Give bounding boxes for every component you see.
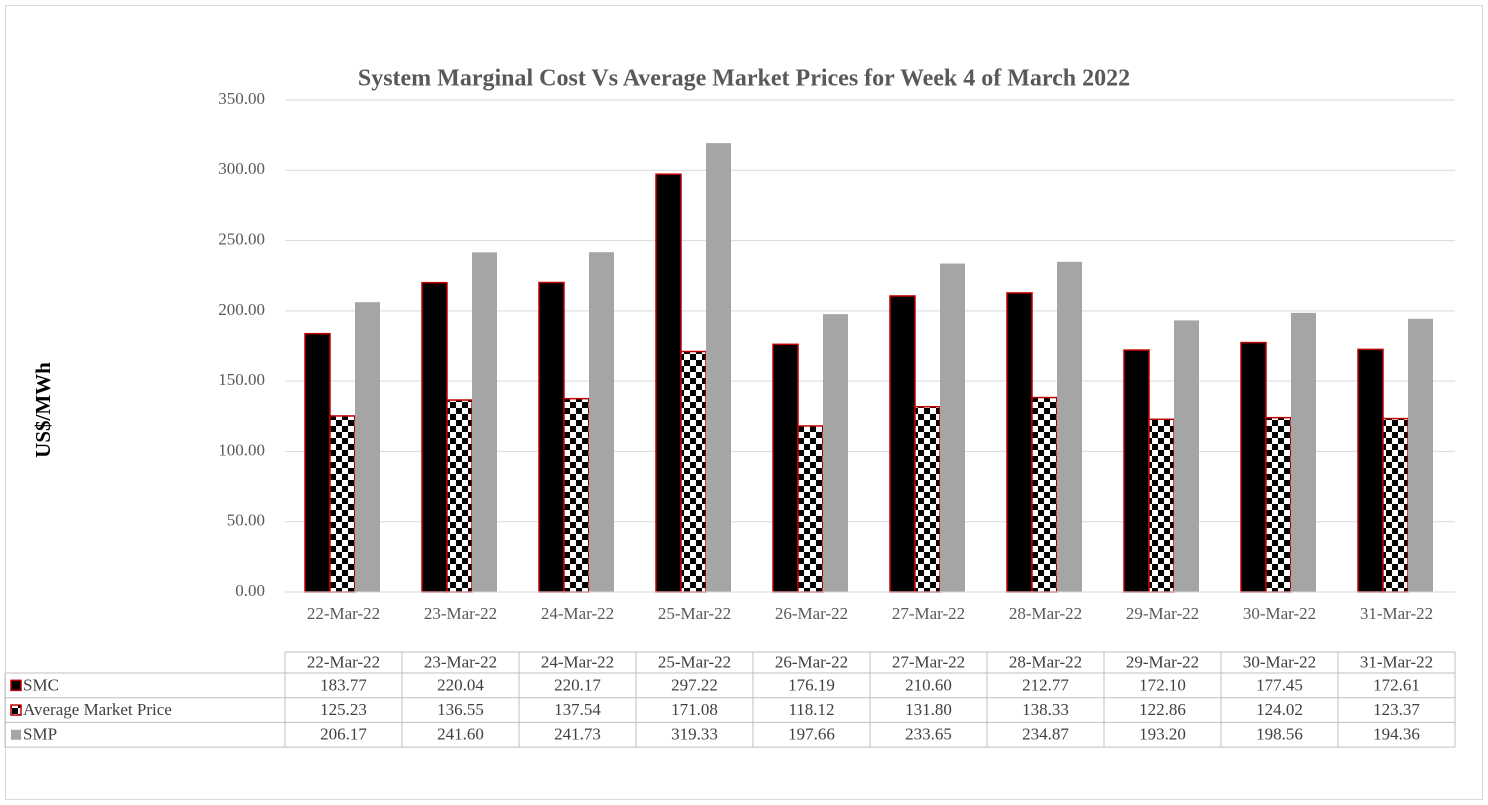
table-cell: 138.33 bbox=[1022, 700, 1069, 719]
x-tick-label: 28-Mar-22 bbox=[1009, 604, 1082, 623]
table-header: 22-Mar-22 bbox=[307, 652, 380, 671]
bar bbox=[329, 415, 356, 593]
legend-label: SMP bbox=[23, 725, 57, 744]
y-tick-label: 150.00 bbox=[218, 370, 265, 389]
legend-key bbox=[10, 679, 22, 692]
legend-label: SMC bbox=[23, 675, 59, 694]
bar bbox=[914, 405, 941, 593]
table-cell: 206.17 bbox=[320, 725, 367, 744]
x-tick-label: 25-Mar-22 bbox=[658, 604, 731, 623]
table-cell: 297.22 bbox=[671, 675, 718, 694]
bar bbox=[1174, 320, 1199, 592]
x-tick-label: 26-Mar-22 bbox=[775, 604, 848, 623]
bar bbox=[680, 350, 707, 593]
table-cell: 125.23 bbox=[320, 700, 367, 719]
table-cell: 233.65 bbox=[905, 725, 952, 744]
table-cell: 212.77 bbox=[1022, 675, 1069, 694]
bar bbox=[655, 173, 682, 593]
table-header: 26-Mar-22 bbox=[775, 652, 848, 671]
table-header: 31-Mar-22 bbox=[1360, 652, 1433, 671]
y-tick-label: 50.00 bbox=[227, 511, 265, 530]
bar bbox=[1265, 416, 1292, 593]
table-header: 28-Mar-22 bbox=[1009, 652, 1082, 671]
y-axis-label: US$/MWh bbox=[31, 362, 55, 458]
table-header: 23-Mar-22 bbox=[424, 652, 497, 671]
x-tick-label: 23-Mar-22 bbox=[424, 604, 497, 623]
y-tick-label: 250.00 bbox=[218, 229, 265, 248]
table-cell: 123.37 bbox=[1373, 700, 1420, 719]
bar bbox=[1382, 417, 1409, 593]
y-tick-label: 200.00 bbox=[218, 300, 265, 319]
table-cell: 176.19 bbox=[788, 675, 835, 694]
table-cell: 172.10 bbox=[1139, 675, 1186, 694]
bar bbox=[1357, 348, 1384, 593]
chart-border bbox=[5, 5, 1483, 800]
bar bbox=[772, 343, 799, 593]
table-cell: 198.56 bbox=[1256, 725, 1303, 744]
bar bbox=[472, 252, 497, 592]
table-header: 25-Mar-22 bbox=[658, 652, 731, 671]
table-cell: 118.12 bbox=[788, 700, 834, 719]
bar bbox=[563, 397, 590, 593]
x-tick-label: 24-Mar-22 bbox=[541, 604, 614, 623]
table-cell: 197.66 bbox=[788, 725, 835, 744]
legend-key bbox=[11, 729, 21, 740]
bar bbox=[1123, 349, 1150, 593]
y-tick-label: 350.00 bbox=[218, 89, 265, 108]
table-cell: 122.86 bbox=[1139, 700, 1186, 719]
bar bbox=[304, 332, 331, 593]
x-tick-label: 29-Mar-22 bbox=[1126, 604, 1199, 623]
table-header: 30-Mar-22 bbox=[1243, 652, 1316, 671]
table-cell: 194.36 bbox=[1373, 725, 1420, 744]
table-cell: 171.08 bbox=[671, 700, 718, 719]
y-tick-label: 300.00 bbox=[218, 159, 265, 178]
table-cell: 241.60 bbox=[437, 725, 484, 744]
table-header: 29-Mar-22 bbox=[1126, 652, 1199, 671]
table-cell: 193.20 bbox=[1139, 725, 1186, 744]
bar bbox=[797, 425, 824, 593]
table-cell: 210.60 bbox=[905, 675, 952, 694]
table-cell: 177.45 bbox=[1256, 675, 1303, 694]
bar bbox=[421, 281, 448, 593]
bar bbox=[1057, 261, 1082, 592]
x-tick-label: 31-Mar-22 bbox=[1360, 604, 1433, 623]
x-tick-label: 27-Mar-22 bbox=[892, 604, 965, 623]
bar bbox=[940, 263, 965, 592]
bar bbox=[706, 143, 731, 592]
y-tick-label: 0.00 bbox=[235, 581, 265, 600]
x-tick-label: 22-Mar-22 bbox=[307, 604, 380, 623]
bar bbox=[1291, 312, 1316, 592]
x-tick-label: 30-Mar-22 bbox=[1243, 604, 1316, 623]
bar bbox=[589, 252, 614, 592]
table-header: 27-Mar-22 bbox=[892, 652, 965, 671]
table-cell: 137.54 bbox=[554, 700, 601, 719]
bar bbox=[538, 281, 565, 593]
chart-title: System Marginal Cost Vs Average Market P… bbox=[358, 66, 1130, 92]
table-cell: 241.73 bbox=[554, 725, 601, 744]
legend-key bbox=[10, 704, 22, 716]
bar bbox=[1240, 341, 1267, 593]
bar bbox=[446, 399, 473, 593]
bar bbox=[355, 302, 380, 592]
table-cell: 131.80 bbox=[905, 700, 952, 719]
bar bbox=[1006, 292, 1033, 593]
table-header: 24-Mar-22 bbox=[541, 652, 614, 671]
table-cell: 220.17 bbox=[554, 675, 601, 694]
y-tick-label: 100.00 bbox=[218, 440, 265, 459]
table-cell: 136.55 bbox=[437, 700, 484, 719]
bar bbox=[1408, 318, 1433, 592]
bar bbox=[823, 314, 848, 592]
bar bbox=[889, 295, 916, 593]
table-cell: 183.77 bbox=[320, 675, 367, 694]
bar bbox=[1031, 396, 1058, 593]
legend-label: Average Market Price bbox=[23, 700, 172, 719]
table-cell: 220.04 bbox=[437, 675, 484, 694]
table-cell: 124.02 bbox=[1256, 700, 1303, 719]
table-cell: 234.87 bbox=[1022, 725, 1069, 744]
table-cell: 172.61 bbox=[1373, 675, 1420, 694]
bar bbox=[1148, 418, 1175, 593]
table-cell: 319.33 bbox=[671, 725, 718, 744]
